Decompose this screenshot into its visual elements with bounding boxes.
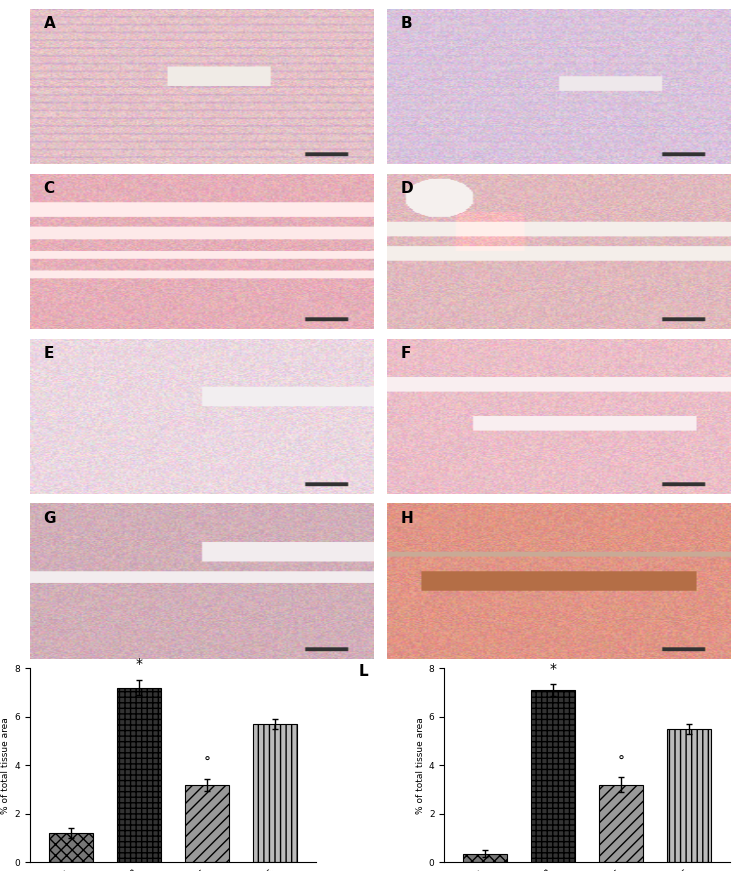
Text: °: ° — [618, 755, 625, 769]
Text: A: A — [43, 17, 55, 31]
Text: L: L — [358, 665, 368, 679]
Text: B: B — [401, 17, 412, 31]
Text: *: * — [135, 657, 142, 671]
Text: C: C — [43, 181, 54, 196]
Y-axis label: % of total tissue area: % of total tissue area — [416, 717, 425, 814]
Text: D: D — [401, 181, 413, 196]
Bar — [253, 724, 297, 862]
Text: F: F — [401, 347, 411, 361]
Bar — [531, 690, 575, 862]
Bar — [668, 729, 711, 862]
Y-axis label: % of total tissue area: % of total tissue area — [1, 717, 10, 814]
Text: H: H — [401, 511, 413, 526]
Bar — [185, 785, 229, 862]
Bar — [116, 688, 161, 862]
Bar — [599, 785, 644, 862]
Text: °: ° — [203, 756, 210, 770]
Bar — [48, 834, 92, 862]
Text: E: E — [43, 347, 54, 361]
Bar — [463, 854, 507, 862]
Text: G: G — [43, 511, 56, 526]
Text: *: * — [550, 662, 557, 676]
